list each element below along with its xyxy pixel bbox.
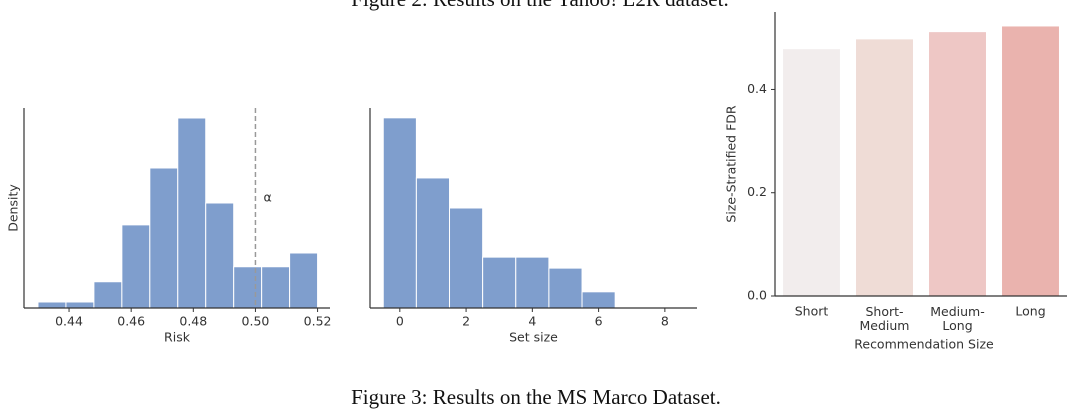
x-tick-label: 0 [396, 314, 404, 329]
x-tick-label: 8 [661, 314, 669, 329]
x-tick-label: 6 [595, 314, 603, 329]
x-tick-label: 0.50 [242, 314, 270, 329]
x-tick-label: Short-Medium [860, 304, 910, 333]
bar [856, 39, 913, 296]
hist-bar [382, 117, 417, 309]
x-axis-label: Risk [164, 330, 191, 345]
hist-bar [37, 301, 67, 309]
x-tick-label: 0.52 [304, 314, 332, 329]
y-tick-label: 0.2 [747, 184, 767, 199]
threshold-label: α [263, 190, 271, 205]
hist-bar [93, 281, 123, 309]
hist-bar [289, 252, 319, 309]
hist-bar [205, 202, 235, 309]
hist-bar [233, 266, 263, 309]
hist-bar [415, 177, 451, 309]
hist-bar [149, 167, 179, 309]
bar [1002, 26, 1059, 296]
hist-bar [65, 301, 95, 309]
hist-bar [121, 224, 151, 309]
caption-top: Figure 2: Results on the Yahoo! L2R data… [351, 0, 728, 11]
x-tick-label: Medium-Long [930, 304, 985, 333]
hist-bar [548, 267, 583, 309]
x-tick-label: 2 [462, 314, 470, 329]
y-tick-label: 0.0 [747, 288, 767, 303]
x-tick-label: Long [1015, 304, 1045, 319]
x-axis-label: Recommendation Size [854, 337, 994, 352]
y-axis-label: Size-Stratified FDR [724, 105, 739, 222]
hist-bar [177, 117, 207, 309]
hist-bar [515, 256, 550, 309]
hist-bar [449, 207, 484, 309]
bar [783, 49, 840, 297]
y-tick-label: 0.4 [747, 81, 767, 96]
hist-bar [581, 291, 616, 309]
y-axis-label: Density [6, 184, 21, 232]
bar [929, 32, 986, 296]
x-tick-label: Short [795, 304, 829, 319]
hist-bar [261, 266, 291, 309]
x-axis-label: Set size [509, 330, 558, 345]
x-tick-label: 0.48 [179, 314, 207, 329]
caption-bottom: Figure 3: Results on the MS Marco Datase… [351, 385, 721, 409]
x-tick-label: 0.44 [55, 314, 83, 329]
x-tick-label: 0.46 [117, 314, 145, 329]
hist-bar [482, 256, 517, 309]
x-tick-label: 4 [528, 314, 536, 329]
